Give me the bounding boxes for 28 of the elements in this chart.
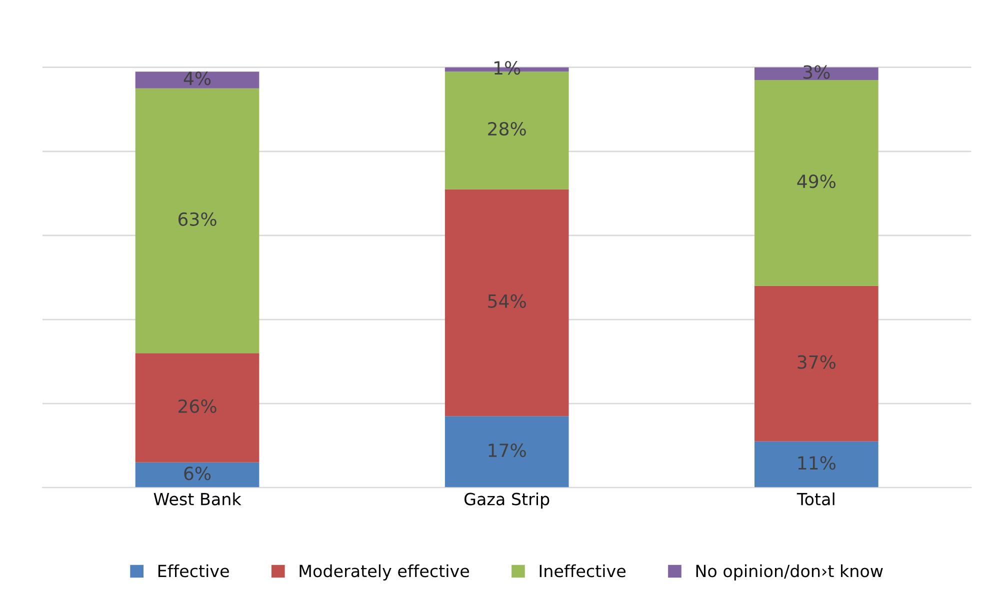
data-label: 3%: [803, 65, 830, 79]
bar: [135, 353, 260, 462]
data-label: 17%: [488, 443, 526, 458]
data-label: 11%: [798, 456, 836, 470]
legend-label: Ineffective: [540, 564, 626, 578]
bar: [444, 416, 569, 488]
bar: [135, 72, 260, 88]
data-label: 4%: [184, 72, 211, 86]
data-label: 49%: [797, 174, 836, 188]
bar: [754, 441, 878, 488]
bar: [135, 462, 260, 488]
bar: [754, 80, 878, 286]
legend-label: Effective: [158, 564, 229, 578]
bar: [135, 88, 260, 354]
bar: [444, 189, 569, 416]
x-tick-label: Total: [796, 492, 834, 506]
legend-label: Moderately effective: [300, 564, 469, 581]
x-tick-label: West Bank: [154, 492, 242, 506]
legend-label: No opinion/don›t know: [696, 564, 883, 581]
data-label: 63%: [178, 212, 216, 226]
data-label: 54%: [488, 294, 526, 308]
bar: [754, 286, 878, 442]
bar: [754, 67, 878, 80]
data-label: 6%: [184, 466, 211, 480]
x-tick-label: Gaza Strip: [464, 492, 550, 509]
data-label: 37%: [798, 355, 836, 369]
data-label: 28%: [488, 122, 526, 136]
data-label: 26%: [178, 399, 216, 414]
